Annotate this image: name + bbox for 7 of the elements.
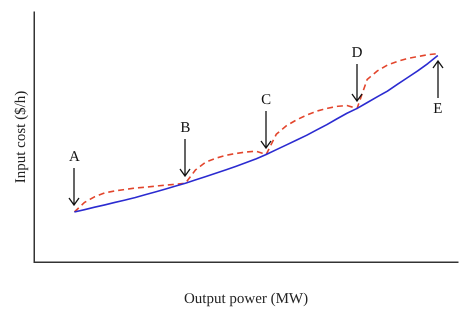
annotation: B: [179, 119, 192, 138]
x-axis-title: Output power (MW): [184, 290, 308, 307]
annotation: E: [432, 100, 444, 118]
annotation: A: [68, 148, 81, 166]
y-axis-title: Input cost ($/h): [12, 90, 29, 184]
annotation: C: [260, 90, 272, 108]
annotation: D: [350, 44, 364, 62]
